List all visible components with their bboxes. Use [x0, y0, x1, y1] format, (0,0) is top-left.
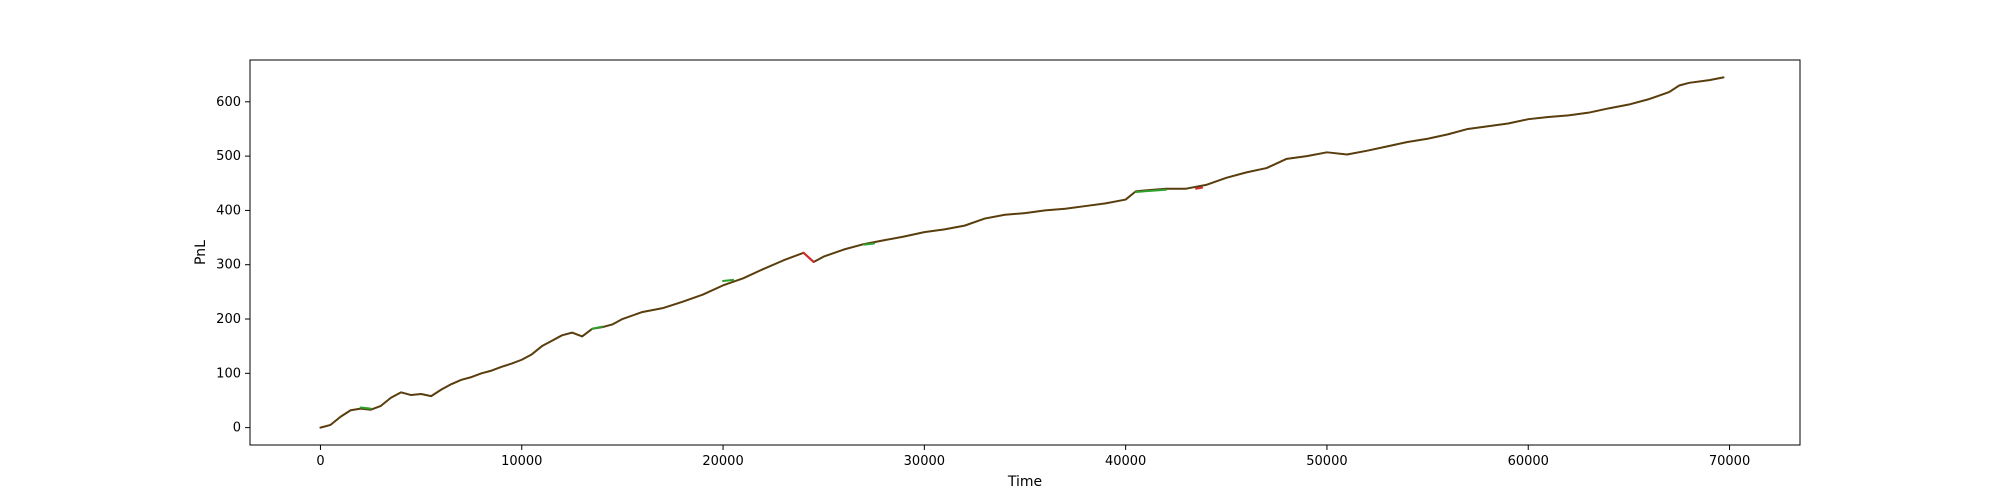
pnl-up-segment: [722, 278, 735, 283]
x-tick-label: 50000: [1306, 454, 1347, 469]
y-tick-label: 300: [216, 258, 241, 273]
pnl-series-line: [319, 76, 1725, 429]
x-axis-label: Time: [1007, 474, 1042, 490]
x-tick-label: 60000: [1508, 454, 1549, 469]
plot-area: [250, 60, 1800, 445]
pnl-up-segment: [591, 325, 604, 330]
y-tick-label: 0: [233, 421, 241, 436]
y-tick-label: 400: [216, 203, 241, 218]
y-tick-label: 100: [216, 366, 241, 381]
x-tick-label: 40000: [1105, 454, 1146, 469]
x-tick-label: 0: [316, 454, 324, 469]
pnl-down-segment: [802, 251, 815, 263]
y-tick-label: 500: [216, 149, 241, 164]
series-layer: [319, 76, 1725, 429]
y-axis-label: PnL: [193, 240, 209, 265]
x-tick-label: 20000: [702, 454, 743, 469]
pnl-up-segment: [1134, 188, 1167, 193]
x-axis: 0 10000 20000 30000 40000 50000 60000 70000: [316, 445, 1750, 469]
y-tick-label: 600: [216, 95, 241, 110]
pnl-up-segment: [862, 242, 876, 246]
x-tick-label: 70000: [1709, 454, 1750, 469]
y-axis: 0 100 200 300 400 500 600: [216, 95, 250, 436]
plot-frame: [249, 59, 1801, 446]
y-tick-label: 200: [216, 312, 241, 327]
pnl-up-segment: [359, 406, 372, 410]
pnl-down-segment: [1195, 186, 1204, 190]
x-tick-label: 30000: [904, 454, 945, 469]
x-tick-label: 10000: [501, 454, 542, 469]
